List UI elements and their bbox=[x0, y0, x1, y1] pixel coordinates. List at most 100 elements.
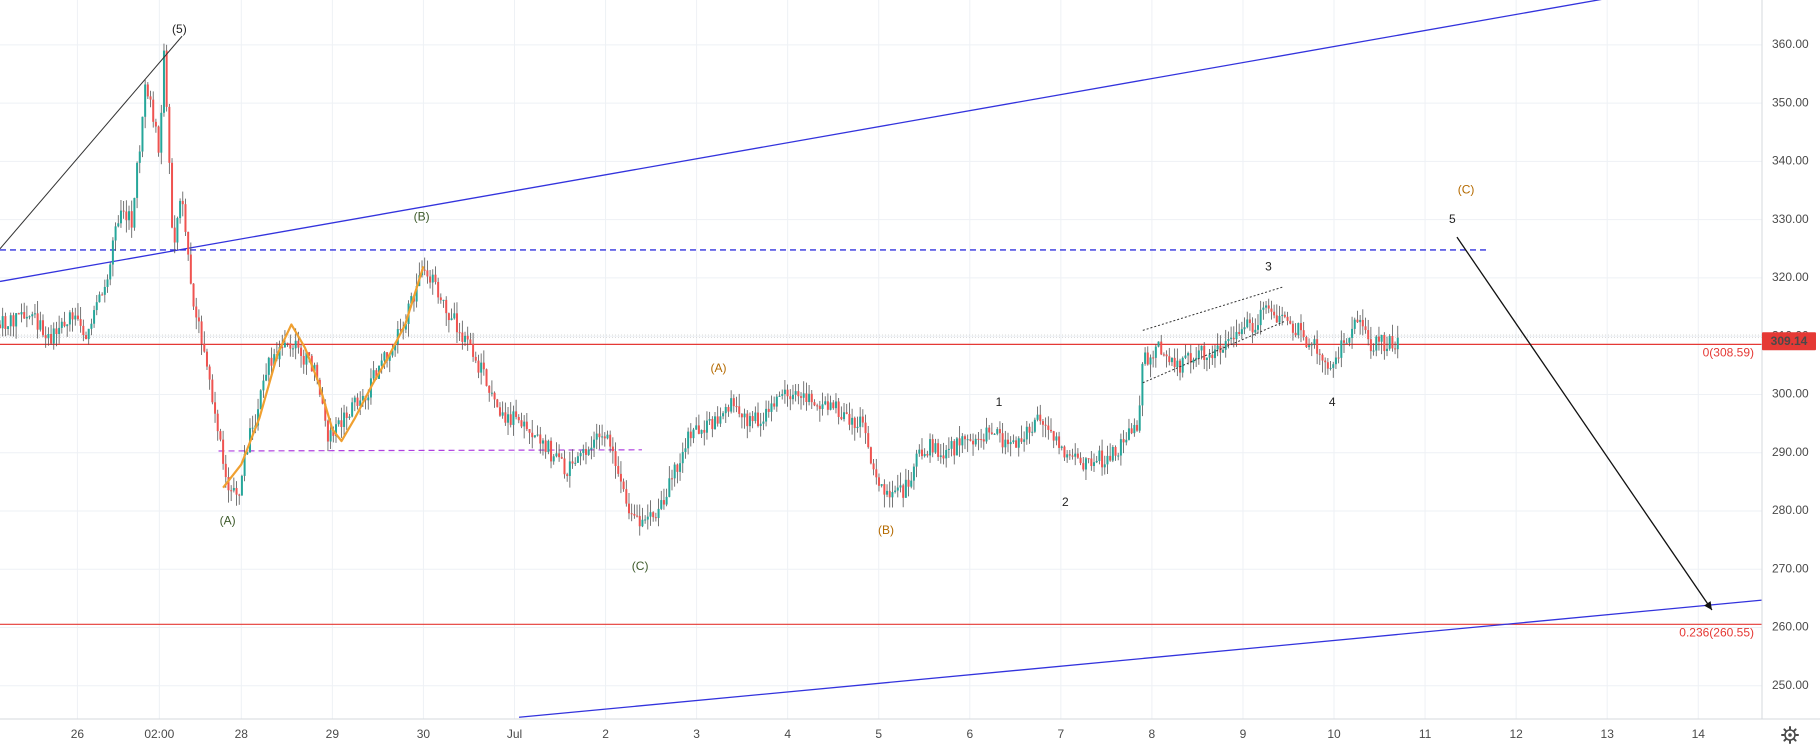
rising-channel-lower[interactable] bbox=[1142, 321, 1285, 384]
candle-body bbox=[1117, 455, 1120, 457]
candle-body bbox=[259, 390, 262, 410]
candle-body bbox=[351, 402, 354, 417]
candle-body bbox=[1283, 314, 1286, 317]
candle-body bbox=[947, 448, 950, 451]
candle-body bbox=[15, 313, 18, 327]
purple-dashed-line[interactable] bbox=[218, 449, 642, 452]
candle-body bbox=[748, 416, 751, 427]
candle-body bbox=[103, 286, 106, 295]
candle-body bbox=[1243, 327, 1246, 330]
candle-body bbox=[203, 343, 206, 352]
orange-wave-path[interactable] bbox=[222, 265, 425, 489]
candle-body bbox=[391, 350, 394, 356]
candle-body bbox=[230, 490, 233, 492]
candle-body bbox=[789, 396, 792, 400]
wave-label: 1 bbox=[996, 395, 1003, 409]
projection-arrow-line[interactable] bbox=[1456, 236, 1713, 611]
candle-body bbox=[7, 326, 10, 330]
candle-body bbox=[883, 484, 886, 495]
candle-body bbox=[875, 469, 878, 478]
candle-body bbox=[1162, 354, 1165, 356]
candle-body bbox=[716, 416, 719, 424]
candle-body bbox=[794, 391, 797, 395]
candle-body bbox=[0, 324, 1, 329]
candle-body bbox=[12, 315, 15, 327]
candle-body bbox=[754, 412, 757, 422]
x-tick-label: 6 bbox=[966, 727, 973, 741]
x-tick-label: 29 bbox=[326, 727, 340, 741]
candle-body bbox=[1068, 454, 1071, 456]
channel-upper-line[interactable] bbox=[0, 0, 1635, 283]
candle-body bbox=[547, 440, 550, 452]
candle-body bbox=[611, 446, 614, 452]
candle-body bbox=[603, 436, 606, 439]
candle-body bbox=[25, 316, 28, 319]
candle-body bbox=[1098, 450, 1101, 461]
candle-body bbox=[1079, 457, 1082, 464]
candle-body bbox=[76, 315, 79, 320]
candle-body bbox=[972, 440, 975, 445]
candle-body bbox=[1367, 330, 1370, 340]
gear-icon[interactable] bbox=[1781, 726, 1799, 744]
candle-body bbox=[1248, 319, 1251, 323]
candle-body bbox=[1066, 454, 1069, 458]
wave-label: 4 bbox=[1329, 395, 1336, 409]
channel-lower-line[interactable] bbox=[518, 599, 1763, 718]
candle-body bbox=[1149, 357, 1152, 365]
rising-channel-upper[interactable] bbox=[1142, 286, 1285, 331]
candle-body bbox=[477, 360, 480, 373]
candle-body bbox=[431, 274, 434, 283]
candle-body bbox=[1001, 433, 1004, 448]
candle-body bbox=[1136, 424, 1139, 431]
x-tick-label: 13 bbox=[1601, 727, 1615, 741]
y-tick-label: 360.00 bbox=[1772, 37, 1809, 51]
candle-body bbox=[649, 512, 652, 517]
candle-body bbox=[877, 477, 880, 486]
candle-body bbox=[1299, 323, 1302, 331]
candle-body bbox=[829, 402, 832, 410]
wave-label: 3 bbox=[1265, 260, 1272, 274]
drawings-front bbox=[0, 35, 1713, 611]
candle-body bbox=[273, 354, 276, 366]
candle-body bbox=[711, 419, 714, 430]
candle-body bbox=[689, 431, 692, 439]
candle-body bbox=[313, 364, 316, 372]
candle-body bbox=[880, 484, 883, 486]
candle-body bbox=[1222, 349, 1225, 353]
x-tick-label: 14 bbox=[1692, 727, 1706, 741]
candle-body bbox=[1291, 323, 1294, 333]
candle-body bbox=[735, 406, 738, 408]
candle-body bbox=[1154, 346, 1157, 358]
candle-body bbox=[1321, 354, 1324, 361]
candle-body bbox=[1308, 345, 1311, 348]
candle-body bbox=[1060, 446, 1063, 448]
candle-body bbox=[743, 413, 746, 418]
candle-body bbox=[472, 344, 475, 357]
candle-body bbox=[695, 425, 698, 430]
wave-5-trendline[interactable] bbox=[0, 35, 183, 250]
candle-body bbox=[117, 223, 120, 227]
candles[interactable] bbox=[0, 43, 1399, 536]
candle-body bbox=[386, 352, 389, 361]
candle-body bbox=[1316, 339, 1319, 354]
candle-body bbox=[939, 455, 942, 457]
fib-level-label: 0(308.59) bbox=[1703, 346, 1754, 360]
candle-body bbox=[953, 441, 956, 456]
candle-body bbox=[1388, 336, 1391, 349]
candle-body bbox=[348, 416, 351, 418]
candle-body bbox=[679, 463, 682, 472]
candle-body bbox=[326, 420, 329, 442]
candle-body bbox=[1208, 354, 1211, 358]
candle-body bbox=[4, 316, 7, 330]
candle-body bbox=[128, 211, 131, 221]
candle-body bbox=[119, 210, 122, 224]
candle-body bbox=[665, 496, 668, 505]
candle-body bbox=[291, 348, 294, 350]
candle-body bbox=[1232, 337, 1235, 340]
candle-body bbox=[157, 126, 160, 153]
candle-body bbox=[590, 447, 593, 450]
candle-body bbox=[267, 357, 270, 375]
candle-body bbox=[1090, 458, 1093, 466]
